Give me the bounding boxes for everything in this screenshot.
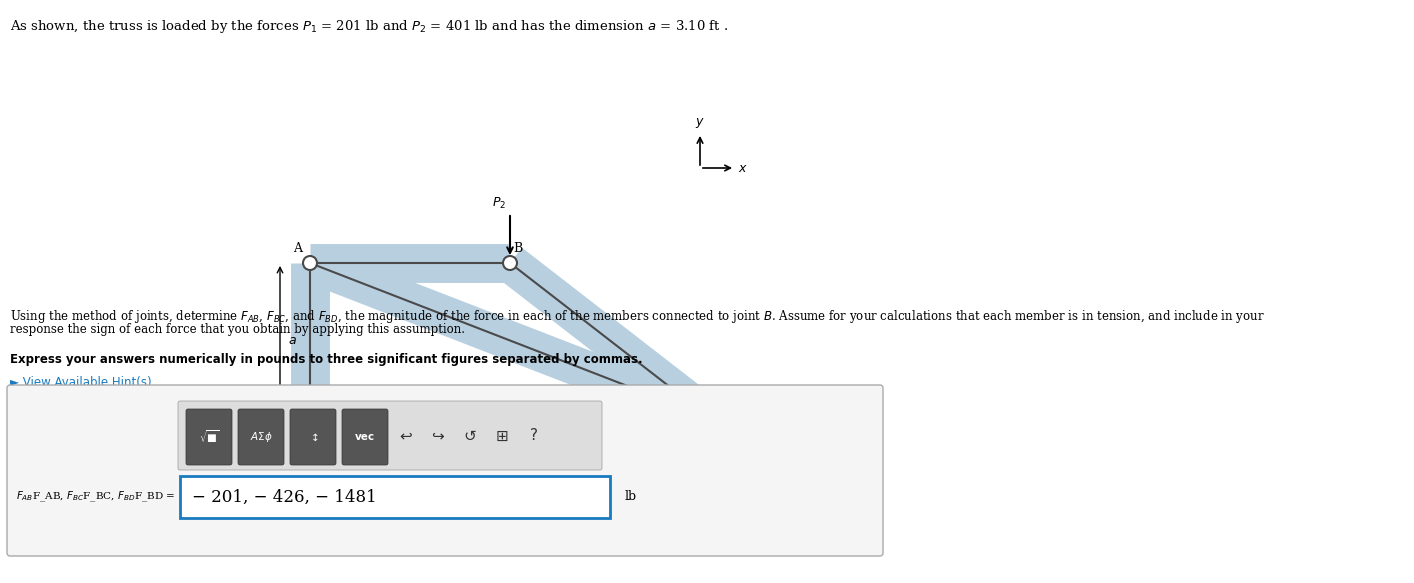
Text: $A\Sigma\phi$: $A\Sigma\phi$ bbox=[250, 430, 273, 444]
FancyBboxPatch shape bbox=[180, 476, 609, 518]
Text: A: A bbox=[294, 242, 303, 255]
Text: As shown, the truss is loaded by the forces $P_1$ = 201 lb and $P_2$ = 401 lb an: As shown, the truss is loaded by the for… bbox=[10, 18, 728, 35]
Text: $\updownarrow$: $\updownarrow$ bbox=[308, 431, 318, 442]
Text: $F_{AB}$F_AB, $F_{BC}$F_BC, $F_{BD}$F_BD =: $F_{AB}$F_AB, $F_{BC}$F_BC, $F_{BD}$F_BD… bbox=[16, 490, 175, 504]
Text: − 201, − 426, − 1481: − 201, − 426, − 1481 bbox=[192, 489, 376, 505]
Text: $a$: $a$ bbox=[288, 334, 297, 347]
Text: response the sign of each force that you obtain by applying this assumption.: response the sign of each force that you… bbox=[10, 323, 465, 336]
Text: ↪: ↪ bbox=[431, 429, 444, 444]
Text: ?: ? bbox=[530, 429, 537, 444]
Text: $a$: $a$ bbox=[406, 458, 414, 471]
Circle shape bbox=[503, 256, 518, 270]
Text: $y$: $y$ bbox=[696, 116, 706, 130]
FancyBboxPatch shape bbox=[238, 409, 284, 465]
Text: B: B bbox=[513, 242, 523, 255]
Text: ⊞: ⊞ bbox=[496, 429, 509, 444]
Text: C: C bbox=[715, 405, 725, 418]
FancyBboxPatch shape bbox=[290, 409, 337, 465]
Text: $a$: $a$ bbox=[605, 458, 615, 471]
Text: ► View Available Hint(s): ► View Available Hint(s) bbox=[10, 376, 151, 389]
Text: $P_2$: $P_2$ bbox=[492, 196, 506, 211]
FancyBboxPatch shape bbox=[187, 409, 232, 465]
FancyBboxPatch shape bbox=[7, 385, 882, 556]
FancyBboxPatch shape bbox=[178, 401, 602, 470]
Circle shape bbox=[703, 411, 717, 425]
Text: Using the method of joints, determine $F_{AB}$, $F_{BC}$, and $F_{BD}$, the magn: Using the method of joints, determine $F… bbox=[10, 308, 1264, 325]
Text: $x$: $x$ bbox=[738, 161, 748, 174]
Text: vec: vec bbox=[355, 432, 375, 442]
Text: $P_1$: $P_1$ bbox=[288, 438, 303, 453]
Text: ↺: ↺ bbox=[464, 429, 477, 444]
Text: ↩: ↩ bbox=[400, 429, 413, 444]
Text: D: D bbox=[293, 397, 303, 410]
Circle shape bbox=[303, 256, 317, 270]
FancyBboxPatch shape bbox=[342, 409, 387, 465]
Text: lb: lb bbox=[625, 490, 638, 504]
Text: $\sqrt{\blacksquare}$: $\sqrt{\blacksquare}$ bbox=[198, 429, 219, 445]
Circle shape bbox=[303, 411, 317, 425]
Text: Express your answers numerically in pounds to three significant figures separate: Express your answers numerically in poun… bbox=[10, 353, 642, 366]
